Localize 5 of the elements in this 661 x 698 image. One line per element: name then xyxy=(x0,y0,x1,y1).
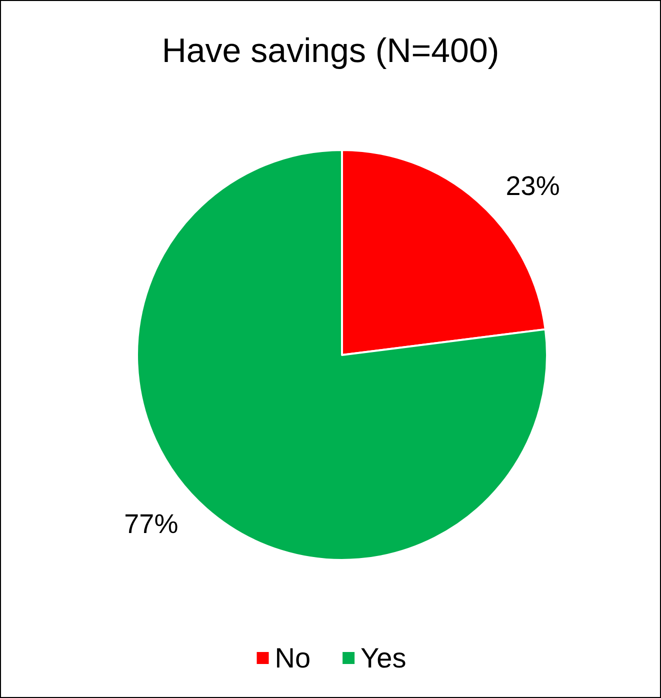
legend-label: No xyxy=(274,642,311,674)
data-label: 77% xyxy=(124,508,178,539)
legend-label: Yes xyxy=(360,642,406,674)
data-label: 23% xyxy=(506,171,560,202)
chart-title: Have savings (N=400) xyxy=(162,32,500,70)
